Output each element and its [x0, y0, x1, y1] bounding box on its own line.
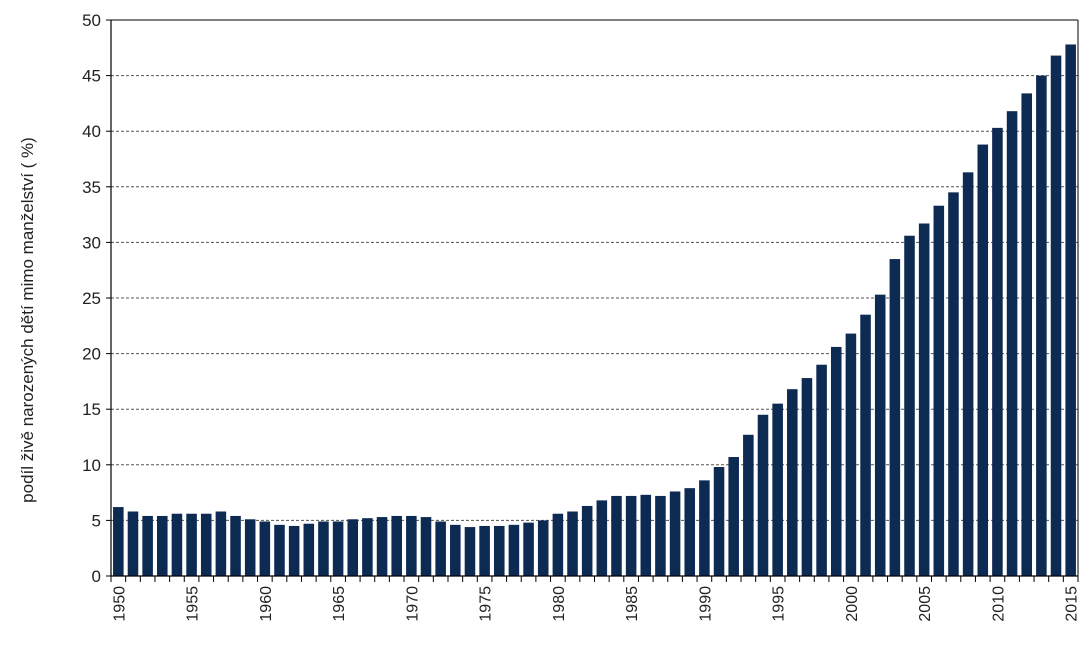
bar-1994 [757, 414, 769, 576]
bar-2014 [1050, 55, 1062, 577]
y-tick-label-45: 45 [82, 67, 101, 86]
bar-1966 [347, 519, 359, 576]
bar-2008 [962, 172, 974, 576]
bar-1968 [376, 517, 388, 576]
x-tick-label-1990: 1990 [697, 586, 714, 622]
y-tick-label-50: 50 [82, 11, 101, 30]
bar-1951 [127, 511, 139, 576]
bar-1981 [567, 511, 578, 576]
bar-1957 [215, 511, 227, 576]
bar-1950 [113, 507, 124, 576]
x-tick-label-1965: 1965 [331, 586, 348, 622]
x-tick-label-1950: 1950 [111, 586, 128, 622]
x-tick-label-2005: 2005 [917, 586, 934, 622]
bar-1980 [552, 513, 564, 576]
gridlines [111, 19, 1078, 521]
x-tick-label-1955: 1955 [185, 586, 202, 622]
y-tick-label-25: 25 [82, 289, 101, 308]
bar-1992 [728, 457, 739, 576]
bar-1977 [508, 524, 520, 576]
bar-1986 [640, 494, 652, 576]
bar-2001 [860, 314, 871, 576]
bar-1964 [318, 521, 329, 576]
bar-2009 [977, 144, 989, 576]
bar-2005 [918, 223, 930, 576]
bar-2004 [904, 235, 915, 576]
bar-1953 [157, 515, 168, 576]
x-tick-label-1970: 1970 [404, 586, 421, 622]
bar-1970 [406, 515, 417, 576]
x-tick-label-2000: 2000 [844, 586, 861, 622]
bar-1961 [274, 524, 285, 576]
bar-1971 [420, 517, 432, 576]
bar-1960 [259, 521, 271, 576]
x-tick-label-2015: 2015 [1064, 586, 1081, 622]
x-tick-label-1975: 1975 [478, 586, 495, 622]
y-axis-label: podíl živě narozených dětí mimo manželst… [18, 137, 37, 503]
y-tick-label-10: 10 [82, 456, 101, 475]
bar-1973 [450, 524, 461, 576]
bar-1997 [801, 378, 813, 576]
bar-1991 [713, 467, 725, 576]
bar-1958 [230, 515, 241, 576]
y-tick-label-20: 20 [82, 345, 101, 364]
y-tick-label-15: 15 [82, 400, 101, 419]
bar-1969 [391, 515, 402, 576]
bar-1959 [244, 519, 256, 576]
bar-1996 [787, 389, 798, 576]
y-tick-label-5: 5 [92, 511, 101, 530]
bar-1984 [611, 495, 622, 576]
bar-1962 [288, 525, 300, 576]
bar-1978 [523, 522, 534, 576]
x-tick-label-1995: 1995 [771, 586, 788, 622]
bar-1967 [362, 518, 373, 576]
bar-2010 [992, 127, 1003, 576]
bar-2002 [874, 294, 886, 576]
y-tick-label-40: 40 [82, 122, 101, 141]
x-tick-label-1980: 1980 [551, 586, 568, 622]
bar-2013 [1036, 75, 1047, 576]
bar-2000 [845, 333, 857, 576]
bar-2006 [933, 205, 945, 577]
bar-1999 [830, 346, 842, 576]
bar-1995 [772, 403, 783, 576]
x-tick-label-1960: 1960 [258, 586, 275, 622]
bar-1988 [669, 491, 681, 576]
bar-1983 [596, 500, 608, 576]
bar-1956 [200, 513, 212, 576]
y-tick-labels: 0 5 10 15 20 25 30 35 40 45 50 [82, 11, 111, 586]
bars [113, 44, 1076, 577]
bar-2003 [889, 259, 901, 576]
bar-1975 [479, 525, 490, 576]
bar-1993 [743, 434, 754, 576]
x-tick-label-1985: 1985 [624, 586, 641, 622]
bar-1974 [464, 527, 476, 576]
y-tick-label-0: 0 [92, 567, 101, 586]
bar-2015 [1065, 44, 1076, 577]
bar-1954 [171, 513, 183, 576]
bar-1982 [581, 505, 593, 576]
x-tick-labels: 1950 1955 1960 1965 1970 1975 1980 1985 1990 1995… [110, 576, 1081, 622]
bar-2012 [1021, 93, 1032, 576]
bar-1998 [816, 364, 827, 576]
x-tick-label-2010: 2010 [990, 586, 1007, 622]
bar-1963 [303, 523, 315, 576]
bar-2011 [1006, 111, 1018, 577]
bar-1979 [537, 520, 549, 576]
bar-1976 [493, 525, 505, 576]
y-tick-label-30: 30 [82, 233, 101, 252]
bar-1972 [435, 521, 446, 576]
bar-2007 [948, 192, 959, 577]
bar-1965 [332, 521, 344, 576]
y-tick-label-35: 35 [82, 178, 101, 197]
bar-1989 [684, 488, 696, 576]
bar-1955 [186, 513, 197, 576]
bar-1952 [142, 515, 153, 576]
bar-1990 [699, 480, 710, 576]
bar-1985 [625, 495, 637, 576]
bar-1987 [655, 495, 666, 576]
